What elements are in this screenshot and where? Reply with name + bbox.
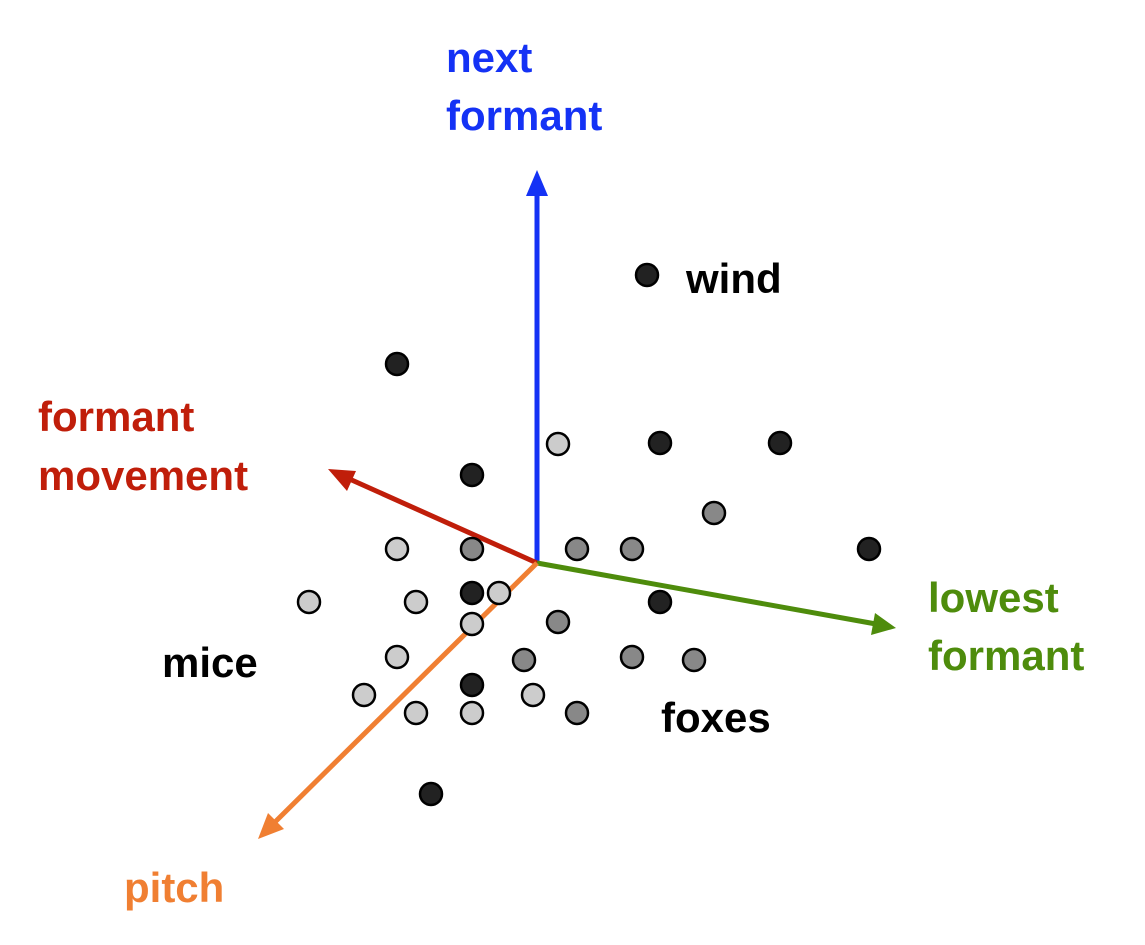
axis-formant-movement-arrowhead bbox=[328, 469, 356, 491]
label-wind: wind bbox=[685, 255, 782, 302]
label-pitch: pitch bbox=[124, 864, 224, 911]
axis-lowest-formant-arrowhead bbox=[871, 613, 896, 635]
point-light bbox=[384, 644, 410, 670]
data-points bbox=[296, 262, 882, 807]
point-light bbox=[520, 682, 546, 708]
axis-pitch-arrowhead bbox=[258, 813, 284, 839]
point-light bbox=[403, 700, 429, 726]
point-dark bbox=[459, 462, 485, 488]
label-formant-movement-line2: movement bbox=[38, 452, 248, 499]
point-light bbox=[296, 589, 322, 615]
point-mid bbox=[564, 700, 590, 726]
label-foxes: foxes bbox=[661, 694, 771, 741]
point-mid bbox=[681, 647, 707, 673]
point-dark bbox=[634, 262, 660, 288]
point-light bbox=[403, 589, 429, 615]
point-light bbox=[384, 536, 410, 562]
label-next-formant-line2: formant bbox=[446, 92, 602, 139]
point-mid bbox=[701, 500, 727, 526]
point-mid bbox=[459, 536, 485, 562]
axis-lowest-formant bbox=[536, 560, 877, 627]
group-labels: wind mice foxes bbox=[162, 255, 782, 741]
point-dark bbox=[647, 589, 673, 615]
label-mice: mice bbox=[162, 639, 258, 686]
point-dark bbox=[459, 672, 485, 698]
point-light bbox=[545, 431, 571, 457]
point-dark bbox=[418, 781, 444, 807]
label-lowest-formant-line2: formant bbox=[928, 632, 1084, 679]
label-formant-movement-line1: formant bbox=[38, 393, 194, 440]
point-mid bbox=[545, 609, 571, 635]
point-mid bbox=[564, 536, 590, 562]
point-dark bbox=[767, 430, 793, 456]
label-lowest-formant-line1: lowest bbox=[928, 574, 1059, 621]
point-dark bbox=[384, 351, 410, 377]
point-dark bbox=[856, 536, 882, 562]
point-dark bbox=[459, 580, 485, 606]
point-light bbox=[486, 580, 512, 606]
point-light bbox=[351, 682, 377, 708]
point-dark bbox=[647, 430, 673, 456]
point-mid bbox=[619, 536, 645, 562]
axis-pitch bbox=[271, 561, 539, 826]
point-mid bbox=[511, 647, 537, 673]
point-light bbox=[459, 611, 485, 637]
axis-labels: next formant formant movement lowest for… bbox=[38, 34, 1084, 911]
point-mid bbox=[619, 644, 645, 670]
point-light bbox=[459, 700, 485, 726]
label-next-formant-line1: next bbox=[446, 34, 532, 81]
axes bbox=[258, 170, 896, 839]
axis-formant-movement bbox=[343, 474, 539, 566]
axis-next-formant-arrowhead bbox=[526, 170, 548, 196]
